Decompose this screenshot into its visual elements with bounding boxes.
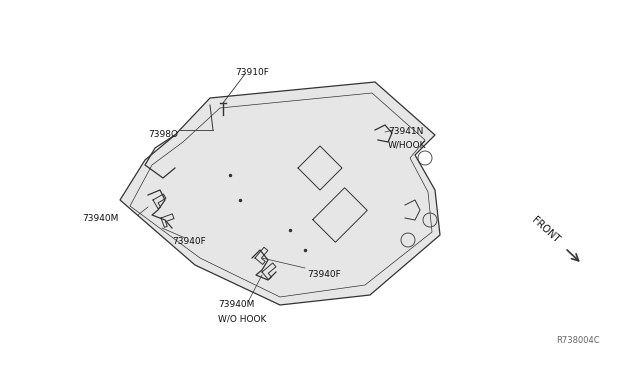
Text: 7398O: 7398O <box>148 130 178 139</box>
Text: R738004C: R738004C <box>556 336 600 345</box>
Text: 73941N: 73941N <box>388 127 424 136</box>
Text: 73940M: 73940M <box>218 300 254 309</box>
Text: W/O HOOK: W/O HOOK <box>218 314 266 323</box>
Text: 73940F: 73940F <box>172 237 205 246</box>
Text: 73940F: 73940F <box>307 270 340 279</box>
Polygon shape <box>120 82 440 305</box>
Text: W/HOOK: W/HOOK <box>388 141 426 150</box>
Text: FRONT: FRONT <box>530 215 561 244</box>
Text: 73940M: 73940M <box>82 214 118 223</box>
Text: 73910F: 73910F <box>235 68 269 77</box>
